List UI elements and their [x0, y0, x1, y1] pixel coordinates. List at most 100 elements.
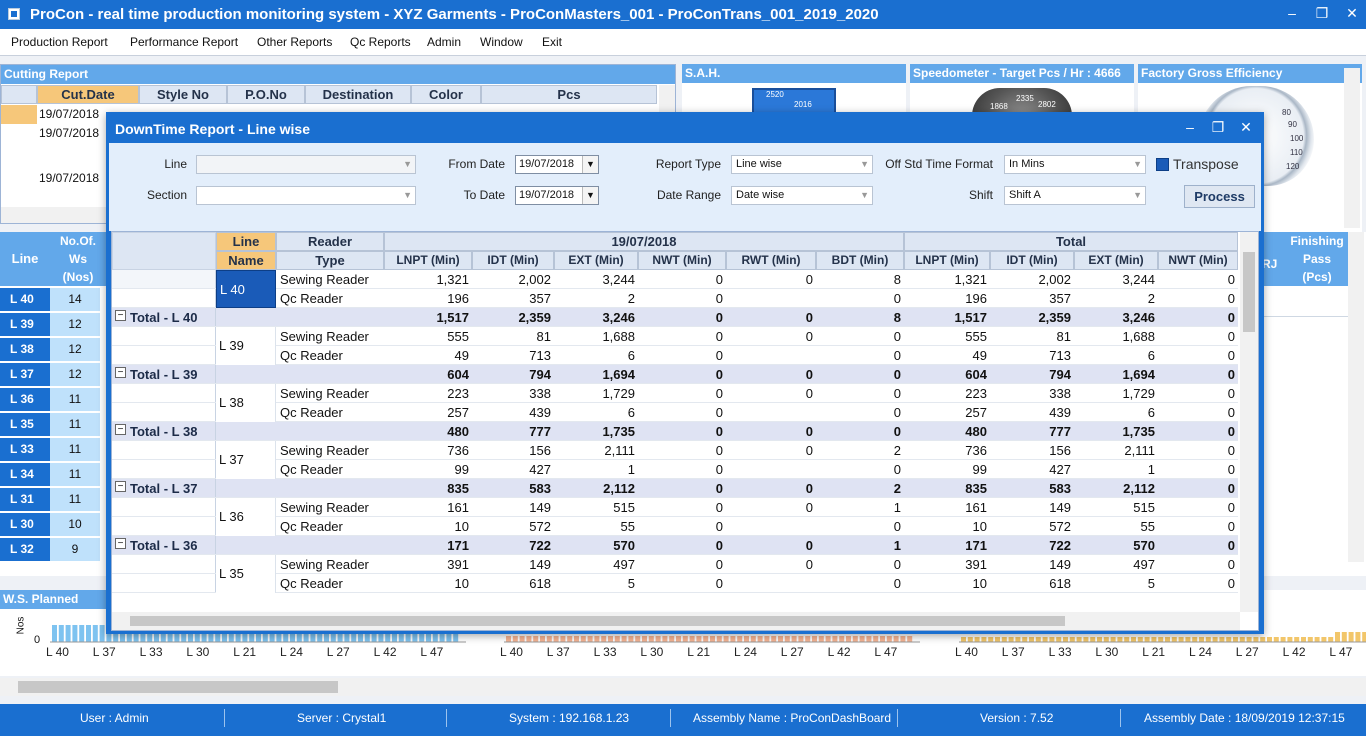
- dialog-minimize-button[interactable]: –: [1186, 119, 1194, 135]
- line-button[interactable]: L 39: [0, 313, 50, 336]
- total-row[interactable]: − Total - L 40 1,517 2,359 3,246 0 0 8 1,517 2,35…: [112, 308, 1238, 327]
- main-hscroll[interactable]: [0, 678, 1366, 696]
- line-name-cell[interactable]: [216, 460, 276, 479]
- maximize-button[interactable]: ❐: [1315, 5, 1329, 21]
- menu-window[interactable]: Window: [480, 35, 523, 49]
- line-select[interactable]: ▼: [196, 155, 416, 174]
- scroll-thumb[interactable]: [18, 681, 338, 693]
- table-row[interactable]: Sewing Reader 1,321 2,002 3,244 0 0 8 1,321 2,00…: [112, 270, 1238, 289]
- line-name-cell[interactable]: [216, 555, 276, 574]
- row-header[interactable]: [112, 403, 216, 421]
- off-std-select[interactable]: In Mins ▼: [1004, 155, 1146, 174]
- col-date-metric[interactable]: RWT (Min): [726, 251, 816, 270]
- total-row[interactable]: − Total - L 39 604 794 1,694 0 0 0 604 794 1,694 0: [112, 365, 1238, 384]
- col-pcs[interactable]: Pcs: [481, 85, 657, 104]
- table-row[interactable]: Qc Reader 49 713 6 0 0 49 713 6 0: [112, 346, 1238, 365]
- col-date-metric[interactable]: EXT (Min): [554, 251, 638, 270]
- calendar-dropdown-icon[interactable]: ▼: [582, 156, 598, 173]
- collapse-icon[interactable]: −: [115, 367, 126, 378]
- row-header[interactable]: [112, 308, 216, 326]
- collapse-icon[interactable]: −: [115, 310, 126, 321]
- row-header[interactable]: [112, 270, 216, 288]
- row-selector[interactable]: [1, 105, 37, 124]
- line-name-cell[interactable]: [216, 574, 276, 593]
- row-header[interactable]: [112, 441, 216, 459]
- col-color[interactable]: Color: [411, 85, 481, 104]
- dialog-maximize-button[interactable]: ❐: [1211, 119, 1225, 135]
- col-total-metric[interactable]: EXT (Min): [1074, 251, 1158, 270]
- line-button[interactable]: L 33: [0, 438, 50, 461]
- section-select[interactable]: ▼: [196, 186, 416, 205]
- col-date-metric[interactable]: LNPT (Min): [384, 251, 472, 270]
- row-header[interactable]: [112, 346, 216, 364]
- collapse-icon[interactable]: −: [115, 481, 126, 492]
- line-button[interactable]: L 30: [0, 513, 50, 536]
- line-name-cell[interactable]: [216, 403, 276, 422]
- table-row[interactable]: Sewing Reader 223 338 1,729 0 0 0 223 338 1,729 0: [112, 384, 1238, 403]
- table-row[interactable]: Qc Reader 99 427 1 0 0 99 427 1 0: [112, 460, 1238, 479]
- from-date-picker[interactable]: 19/07/2018 ▼: [515, 155, 599, 174]
- line-button[interactable]: L 37: [0, 363, 50, 386]
- grid-vscroll[interactable]: [1240, 232, 1258, 612]
- table-row[interactable]: Sewing Reader 555 81 1,688 0 0 0 555 81 1,688 0: [112, 327, 1238, 346]
- row-header[interactable]: [112, 422, 216, 440]
- calendar-dropdown-icon[interactable]: ▼: [582, 187, 598, 204]
- line-name-cell[interactable]: L 39: [219, 338, 244, 353]
- line-button[interactable]: L 35: [0, 413, 50, 436]
- grid-hscroll[interactable]: [112, 612, 1240, 630]
- col-style-no[interactable]: Style No: [139, 85, 227, 104]
- row-header[interactable]: [112, 327, 216, 345]
- line-name-cell[interactable]: L 38: [219, 395, 244, 410]
- table-row[interactable]: Sewing Reader 736 156 2,111 0 0 2 736 156 2,111 0: [112, 441, 1238, 460]
- collapse-icon[interactable]: −: [115, 538, 126, 549]
- line-button[interactable]: L 32: [0, 538, 50, 561]
- col-line[interactable]: Line: [216, 232, 276, 251]
- line-name-cell[interactable]: [216, 346, 276, 365]
- shift-select[interactable]: Shift A ▼: [1004, 186, 1146, 205]
- line-name-cell[interactable]: L 37: [219, 452, 244, 467]
- transpose-label[interactable]: Transpose: [1173, 156, 1239, 172]
- menu-qc-reports[interactable]: Qc Reports: [350, 35, 411, 49]
- row-header[interactable]: [112, 498, 216, 516]
- col-total-metric[interactable]: IDT (Min): [990, 251, 1074, 270]
- total-row[interactable]: − Total - L 38 480 777 1,735 0 0 0 480 777 1,735 0: [112, 422, 1238, 441]
- col-po-no[interactable]: P.O.No: [227, 85, 305, 104]
- finishing-vscroll[interactable]: [1348, 232, 1364, 562]
- line-name-cell[interactable]: [216, 517, 276, 536]
- col-cut-date[interactable]: Cut.Date: [37, 85, 139, 104]
- col-line-name[interactable]: Name: [216, 251, 276, 270]
- row-header[interactable]: [112, 365, 216, 383]
- line-name-cell[interactable]: L 35: [219, 566, 244, 581]
- date-range-select[interactable]: Date wise ▼: [731, 186, 873, 205]
- line-name-cell[interactable]: L 40: [216, 270, 276, 308]
- line-button[interactable]: L 31: [0, 488, 50, 511]
- total-row[interactable]: − Total - L 36 171 722 570 0 0 1 171 722 570 0: [112, 536, 1238, 555]
- col-date-metric[interactable]: BDT (Min): [816, 251, 904, 270]
- table-row[interactable]: Qc Reader 10 572 55 0 0 10 572 55 0: [112, 517, 1238, 536]
- to-date-picker[interactable]: 19/07/2018 ▼: [515, 186, 599, 205]
- menu-exit[interactable]: Exit: [542, 35, 563, 49]
- app-icon[interactable]: [8, 8, 20, 20]
- col-total-metric[interactable]: NWT (Min): [1158, 251, 1238, 270]
- table-row[interactable]: Qc Reader 257 439 6 0 0 257 439 6 0: [112, 403, 1238, 422]
- col-reader-type[interactable]: Type: [276, 251, 384, 270]
- table-row[interactable]: Sewing Reader 391 149 497 0 0 0 391 149 497 0: [112, 555, 1238, 574]
- scroll-thumb[interactable]: [1243, 252, 1255, 332]
- col-date-metric[interactable]: IDT (Min): [472, 251, 554, 270]
- row-header[interactable]: [112, 517, 216, 535]
- menu-other-reports[interactable]: Other Reports: [257, 35, 333, 49]
- table-row[interactable]: Sewing Reader 161 149 515 0 0 1 161 149 515 0: [112, 498, 1238, 517]
- col-date-metric[interactable]: NWT (Min): [638, 251, 726, 270]
- row-header[interactable]: [112, 555, 216, 573]
- row-header[interactable]: [112, 289, 216, 307]
- total-row[interactable]: − Total - L 37 835 583 2,112 0 0 2 835 583 2,112 0: [112, 479, 1238, 498]
- scroll-thumb[interactable]: [130, 616, 1065, 626]
- row-header[interactable]: [112, 574, 216, 592]
- row-header[interactable]: [112, 460, 216, 478]
- line-button[interactable]: L 36: [0, 388, 50, 411]
- line-name-cell[interactable]: L 36: [219, 509, 244, 524]
- table-row[interactable]: Qc Reader 10 618 5 0 0 10 618 5 0: [112, 574, 1238, 593]
- line-name-cell[interactable]: [216, 498, 276, 517]
- collapse-icon[interactable]: −: [115, 424, 126, 435]
- line-name-cell[interactable]: [216, 327, 276, 346]
